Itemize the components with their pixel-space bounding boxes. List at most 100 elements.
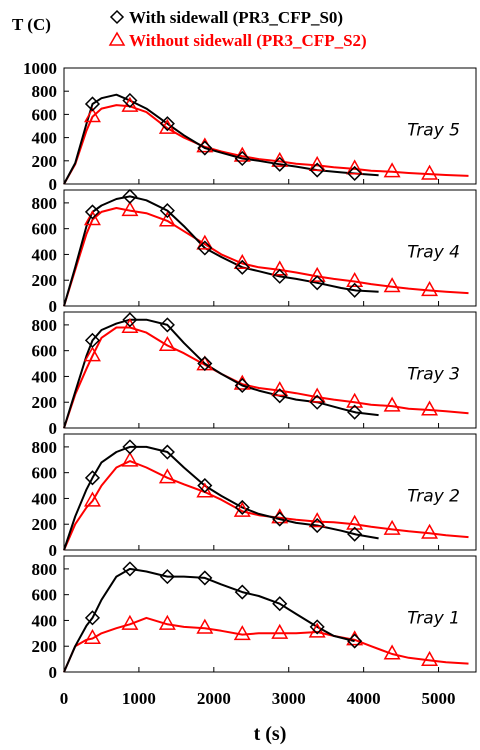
data-point-diamond — [347, 526, 363, 542]
data-point-triangle — [83, 628, 101, 645]
data-point-diamond — [272, 596, 288, 612]
tray-label: Tray 4 — [407, 242, 460, 262]
data-point-diamond — [197, 570, 213, 586]
series-line-without-sidewall — [63, 326, 469, 429]
x-tick-label: 1000 — [122, 689, 156, 708]
data-point-triangle — [83, 491, 101, 507]
y-tick-label: 200 — [32, 152, 58, 171]
data-point-triangle — [196, 234, 214, 250]
y-tick-label: 600 — [32, 342, 58, 361]
data-point-triangle — [308, 155, 326, 171]
data-point-diamond — [309, 394, 325, 410]
data-point-diamond — [122, 92, 138, 109]
y-tick-label: 0 — [49, 663, 58, 682]
data-point-diamond — [272, 268, 288, 284]
data-point-diamond — [84, 204, 101, 220]
data-point-triangle — [383, 277, 401, 293]
y-tick-label: 400 — [32, 245, 58, 264]
data-point-diamond — [347, 404, 363, 420]
x-tick-label: 2000 — [197, 689, 231, 708]
data-point-diamond — [234, 499, 250, 516]
data-point-diamond — [309, 619, 325, 635]
y-tick-label: 800 — [32, 82, 58, 101]
data-point-diamond — [159, 203, 175, 219]
y-tick-label: 800 — [32, 316, 58, 335]
x-tick-label: 3000 — [272, 689, 306, 708]
data-point-triangle — [421, 281, 439, 297]
data-point-diamond — [347, 165, 363, 182]
data-point-triangle — [196, 618, 214, 634]
data-point-triangle — [421, 523, 439, 539]
data-point-triangle — [121, 96, 139, 112]
data-point-triangle — [233, 253, 251, 270]
y-tick-label: 400 — [32, 367, 58, 386]
series-line-with-sidewall — [63, 195, 379, 307]
data-point-diamond — [122, 439, 138, 455]
data-point-triangle — [308, 387, 326, 403]
data-point-triangle — [83, 107, 101, 123]
data-point-diamond — [197, 240, 213, 256]
data-point-triangle — [383, 396, 401, 412]
legend: With sidewall (PR3_CFP_S0) Without sidew… — [108, 8, 367, 50]
series-line-with-sidewall — [63, 318, 379, 429]
y-tick-label: 0 — [49, 175, 58, 194]
data-point-triangle — [121, 451, 139, 467]
data-point-diamond — [159, 317, 175, 333]
series-line-without-sidewall — [63, 104, 469, 185]
data-point-diamond — [122, 561, 138, 577]
panel-3: 0 200 400 600 800 Tray 3 — [32, 311, 477, 438]
data-point-diamond — [84, 96, 101, 112]
data-point-triangle — [196, 482, 214, 498]
y-tick-label: 400 — [32, 129, 58, 148]
y-tick-label: 400 — [32, 611, 58, 630]
panel-frame — [63, 67, 477, 185]
series-line-without-sidewall — [63, 207, 469, 307]
panel-frame — [63, 555, 477, 673]
panel-5: 0 200 400 600 800 Tray 1 — [32, 555, 477, 682]
data-point-triangle — [271, 381, 289, 397]
data-point-diamond — [234, 377, 250, 394]
legend-marker-triangle-icon — [108, 31, 126, 46]
data-point-triangle — [271, 151, 289, 167]
y-tick-label: 200 — [32, 515, 58, 534]
series-line-with-sidewall — [63, 445, 379, 551]
data-point-diamond — [347, 282, 363, 298]
data-point-triangle — [271, 260, 289, 276]
x-axis-label: t (s) — [254, 723, 287, 745]
data-point-diamond — [159, 444, 175, 460]
data-point-diamond — [122, 188, 138, 205]
data-point-diamond — [272, 388, 288, 404]
data-point-triangle — [308, 512, 326, 528]
data-point-triangle — [158, 614, 176, 630]
legend-label-with-sidewall: With sidewall (PR3_CFP_S0) — [129, 8, 343, 27]
data-point-diamond — [309, 162, 325, 178]
data-point-diamond — [197, 140, 213, 156]
y-tick-label: 400 — [32, 489, 58, 508]
panel-frame — [63, 433, 477, 551]
y-tick-label: 800 — [32, 194, 58, 213]
y-tick-label: 800 — [32, 560, 58, 579]
y-tick-label: 0 — [49, 297, 58, 316]
data-point-diamond — [347, 633, 363, 649]
panel-frame — [63, 311, 477, 429]
data-point-triangle — [421, 400, 439, 416]
data-point-triangle — [83, 346, 101, 362]
x-tick-label: 4000 — [347, 689, 381, 708]
series-line-without-sidewall — [63, 460, 469, 551]
series-line-with-sidewall — [63, 93, 379, 185]
data-point-triangle — [421, 164, 439, 180]
data-point-triangle — [158, 335, 176, 352]
panel-frame — [63, 189, 477, 307]
y-tick-label: 0 — [49, 419, 58, 438]
y-tick-label: 0 — [49, 541, 58, 560]
series-line-without-sidewall — [63, 616, 469, 673]
data-point-triangle — [233, 625, 251, 641]
y-tick-label: 200 — [32, 393, 58, 412]
data-point-diamond — [272, 511, 288, 527]
tray-label: Tray 1 — [407, 608, 460, 628]
data-point-diamond — [234, 584, 250, 600]
series-line-with-sidewall — [63, 567, 355, 673]
data-point-triangle — [308, 266, 326, 282]
y-tick-label: 800 — [32, 438, 58, 457]
